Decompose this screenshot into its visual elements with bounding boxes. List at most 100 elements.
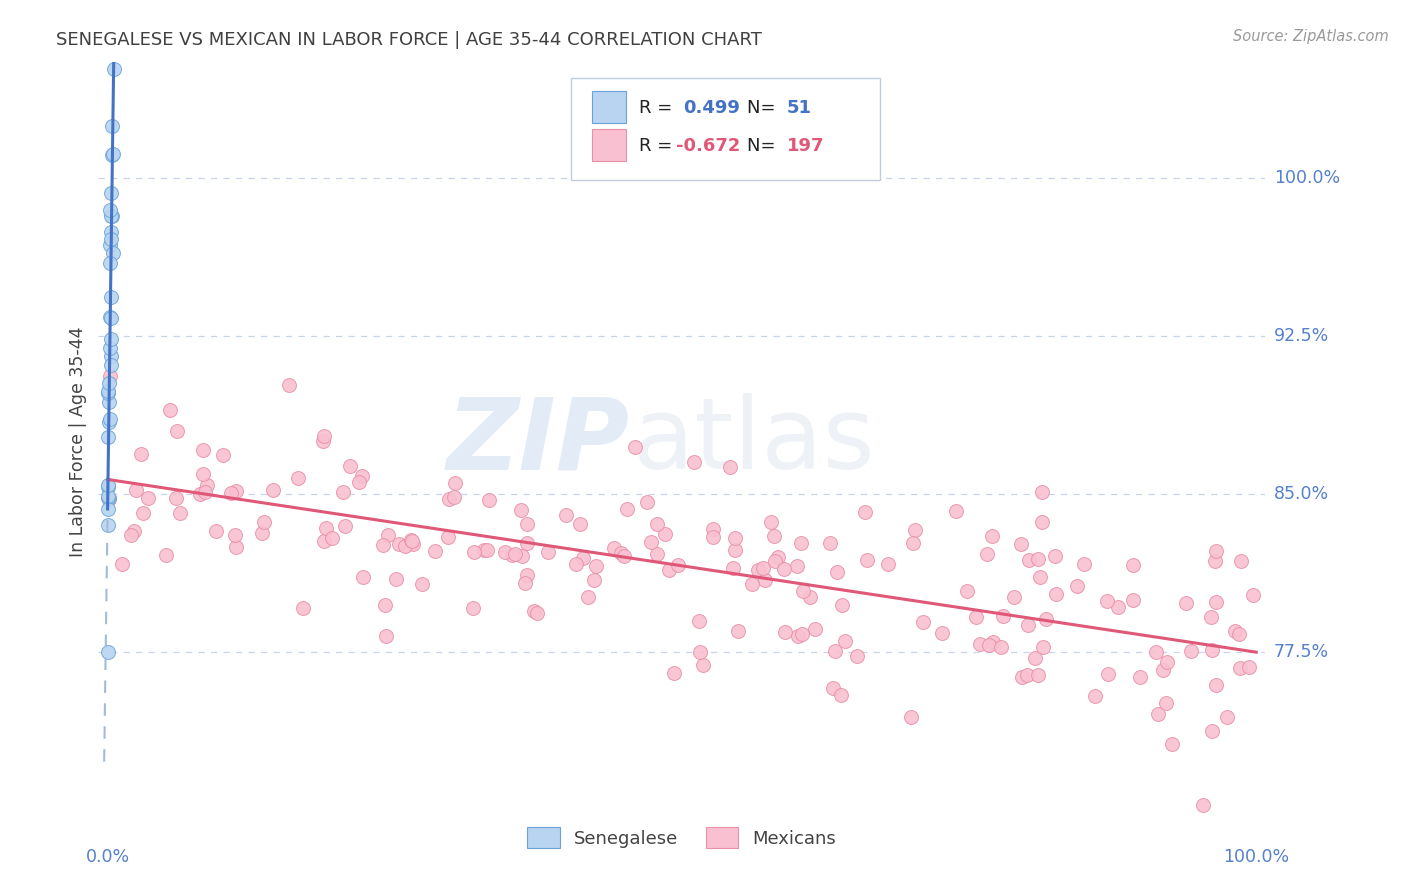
Text: ZIP: ZIP xyxy=(446,393,630,490)
Point xyxy=(609,546,631,560)
Point xyxy=(1066,579,1088,593)
Point xyxy=(350,469,373,483)
Point xyxy=(1029,570,1052,584)
Text: atlas: atlas xyxy=(633,393,875,490)
Point xyxy=(1031,515,1053,529)
Point xyxy=(138,491,160,506)
Point xyxy=(98,491,121,506)
Point xyxy=(692,657,714,672)
Point xyxy=(752,560,775,574)
Point xyxy=(1002,590,1025,604)
Point xyxy=(572,551,595,566)
Point xyxy=(191,467,214,482)
Point xyxy=(1144,645,1167,659)
Point xyxy=(1015,668,1038,682)
Point xyxy=(766,550,789,565)
Point xyxy=(204,524,226,538)
Point xyxy=(1192,797,1215,812)
Point xyxy=(120,528,142,542)
Point xyxy=(1129,670,1152,684)
Point xyxy=(613,549,636,564)
Point xyxy=(494,545,516,559)
Point xyxy=(352,570,374,584)
Point xyxy=(444,476,467,491)
Point xyxy=(463,544,485,558)
Point xyxy=(411,577,433,591)
Point xyxy=(818,535,841,549)
Point xyxy=(1011,670,1033,684)
Point xyxy=(292,601,315,615)
Point xyxy=(1237,660,1260,674)
Point xyxy=(314,534,336,549)
Point xyxy=(472,542,495,557)
Point xyxy=(853,505,876,519)
Point xyxy=(990,640,1012,654)
Point xyxy=(97,477,120,491)
Point xyxy=(347,475,370,489)
Point xyxy=(1223,624,1246,638)
Point xyxy=(1204,553,1226,567)
Point xyxy=(1152,663,1174,677)
Point xyxy=(436,530,458,544)
Point xyxy=(565,557,588,571)
Point xyxy=(98,492,121,507)
Legend: Senegalese, Mexicans: Senegalese, Mexicans xyxy=(519,818,845,857)
Point xyxy=(97,376,120,391)
Point xyxy=(754,573,776,587)
Text: 92.5%: 92.5% xyxy=(1274,327,1329,345)
Point xyxy=(100,310,122,325)
Point xyxy=(554,508,576,523)
FancyBboxPatch shape xyxy=(592,91,626,123)
Point xyxy=(727,624,749,639)
Point xyxy=(1026,668,1049,682)
Point xyxy=(762,529,785,543)
Point xyxy=(702,522,724,536)
Point xyxy=(666,558,689,573)
Point xyxy=(371,538,394,552)
Point xyxy=(830,688,852,702)
Point xyxy=(103,147,125,161)
Point xyxy=(155,548,177,562)
Point xyxy=(165,491,187,505)
Point xyxy=(100,225,122,239)
Point xyxy=(1084,689,1107,703)
Point xyxy=(1024,651,1046,665)
Point xyxy=(1199,610,1222,624)
Point xyxy=(823,681,845,695)
Point xyxy=(569,517,592,532)
Point xyxy=(169,506,191,520)
Point xyxy=(97,518,120,533)
Point xyxy=(790,536,813,550)
Point xyxy=(763,553,786,567)
Point xyxy=(526,606,548,620)
Point xyxy=(394,539,416,553)
Point xyxy=(724,543,747,558)
Point xyxy=(100,332,122,346)
Point xyxy=(537,545,560,559)
Point xyxy=(475,543,498,558)
Point xyxy=(578,591,600,605)
Point xyxy=(1122,593,1144,607)
Point xyxy=(219,486,242,500)
Point xyxy=(312,428,335,442)
Point xyxy=(97,480,120,494)
Point xyxy=(195,478,218,492)
Point xyxy=(1122,558,1144,572)
Point xyxy=(516,536,538,550)
Point xyxy=(1241,589,1264,603)
Point xyxy=(321,532,343,546)
Point xyxy=(827,565,849,579)
Point xyxy=(97,645,120,659)
Point xyxy=(101,147,124,161)
Point xyxy=(97,416,120,430)
Point xyxy=(1161,737,1184,751)
Point xyxy=(278,377,301,392)
Point xyxy=(772,562,794,576)
Point xyxy=(1180,644,1202,658)
Point xyxy=(603,541,626,555)
Point xyxy=(374,629,396,643)
Point xyxy=(1073,558,1095,572)
Point xyxy=(702,531,724,545)
Point xyxy=(1205,595,1227,609)
Point xyxy=(100,290,122,304)
